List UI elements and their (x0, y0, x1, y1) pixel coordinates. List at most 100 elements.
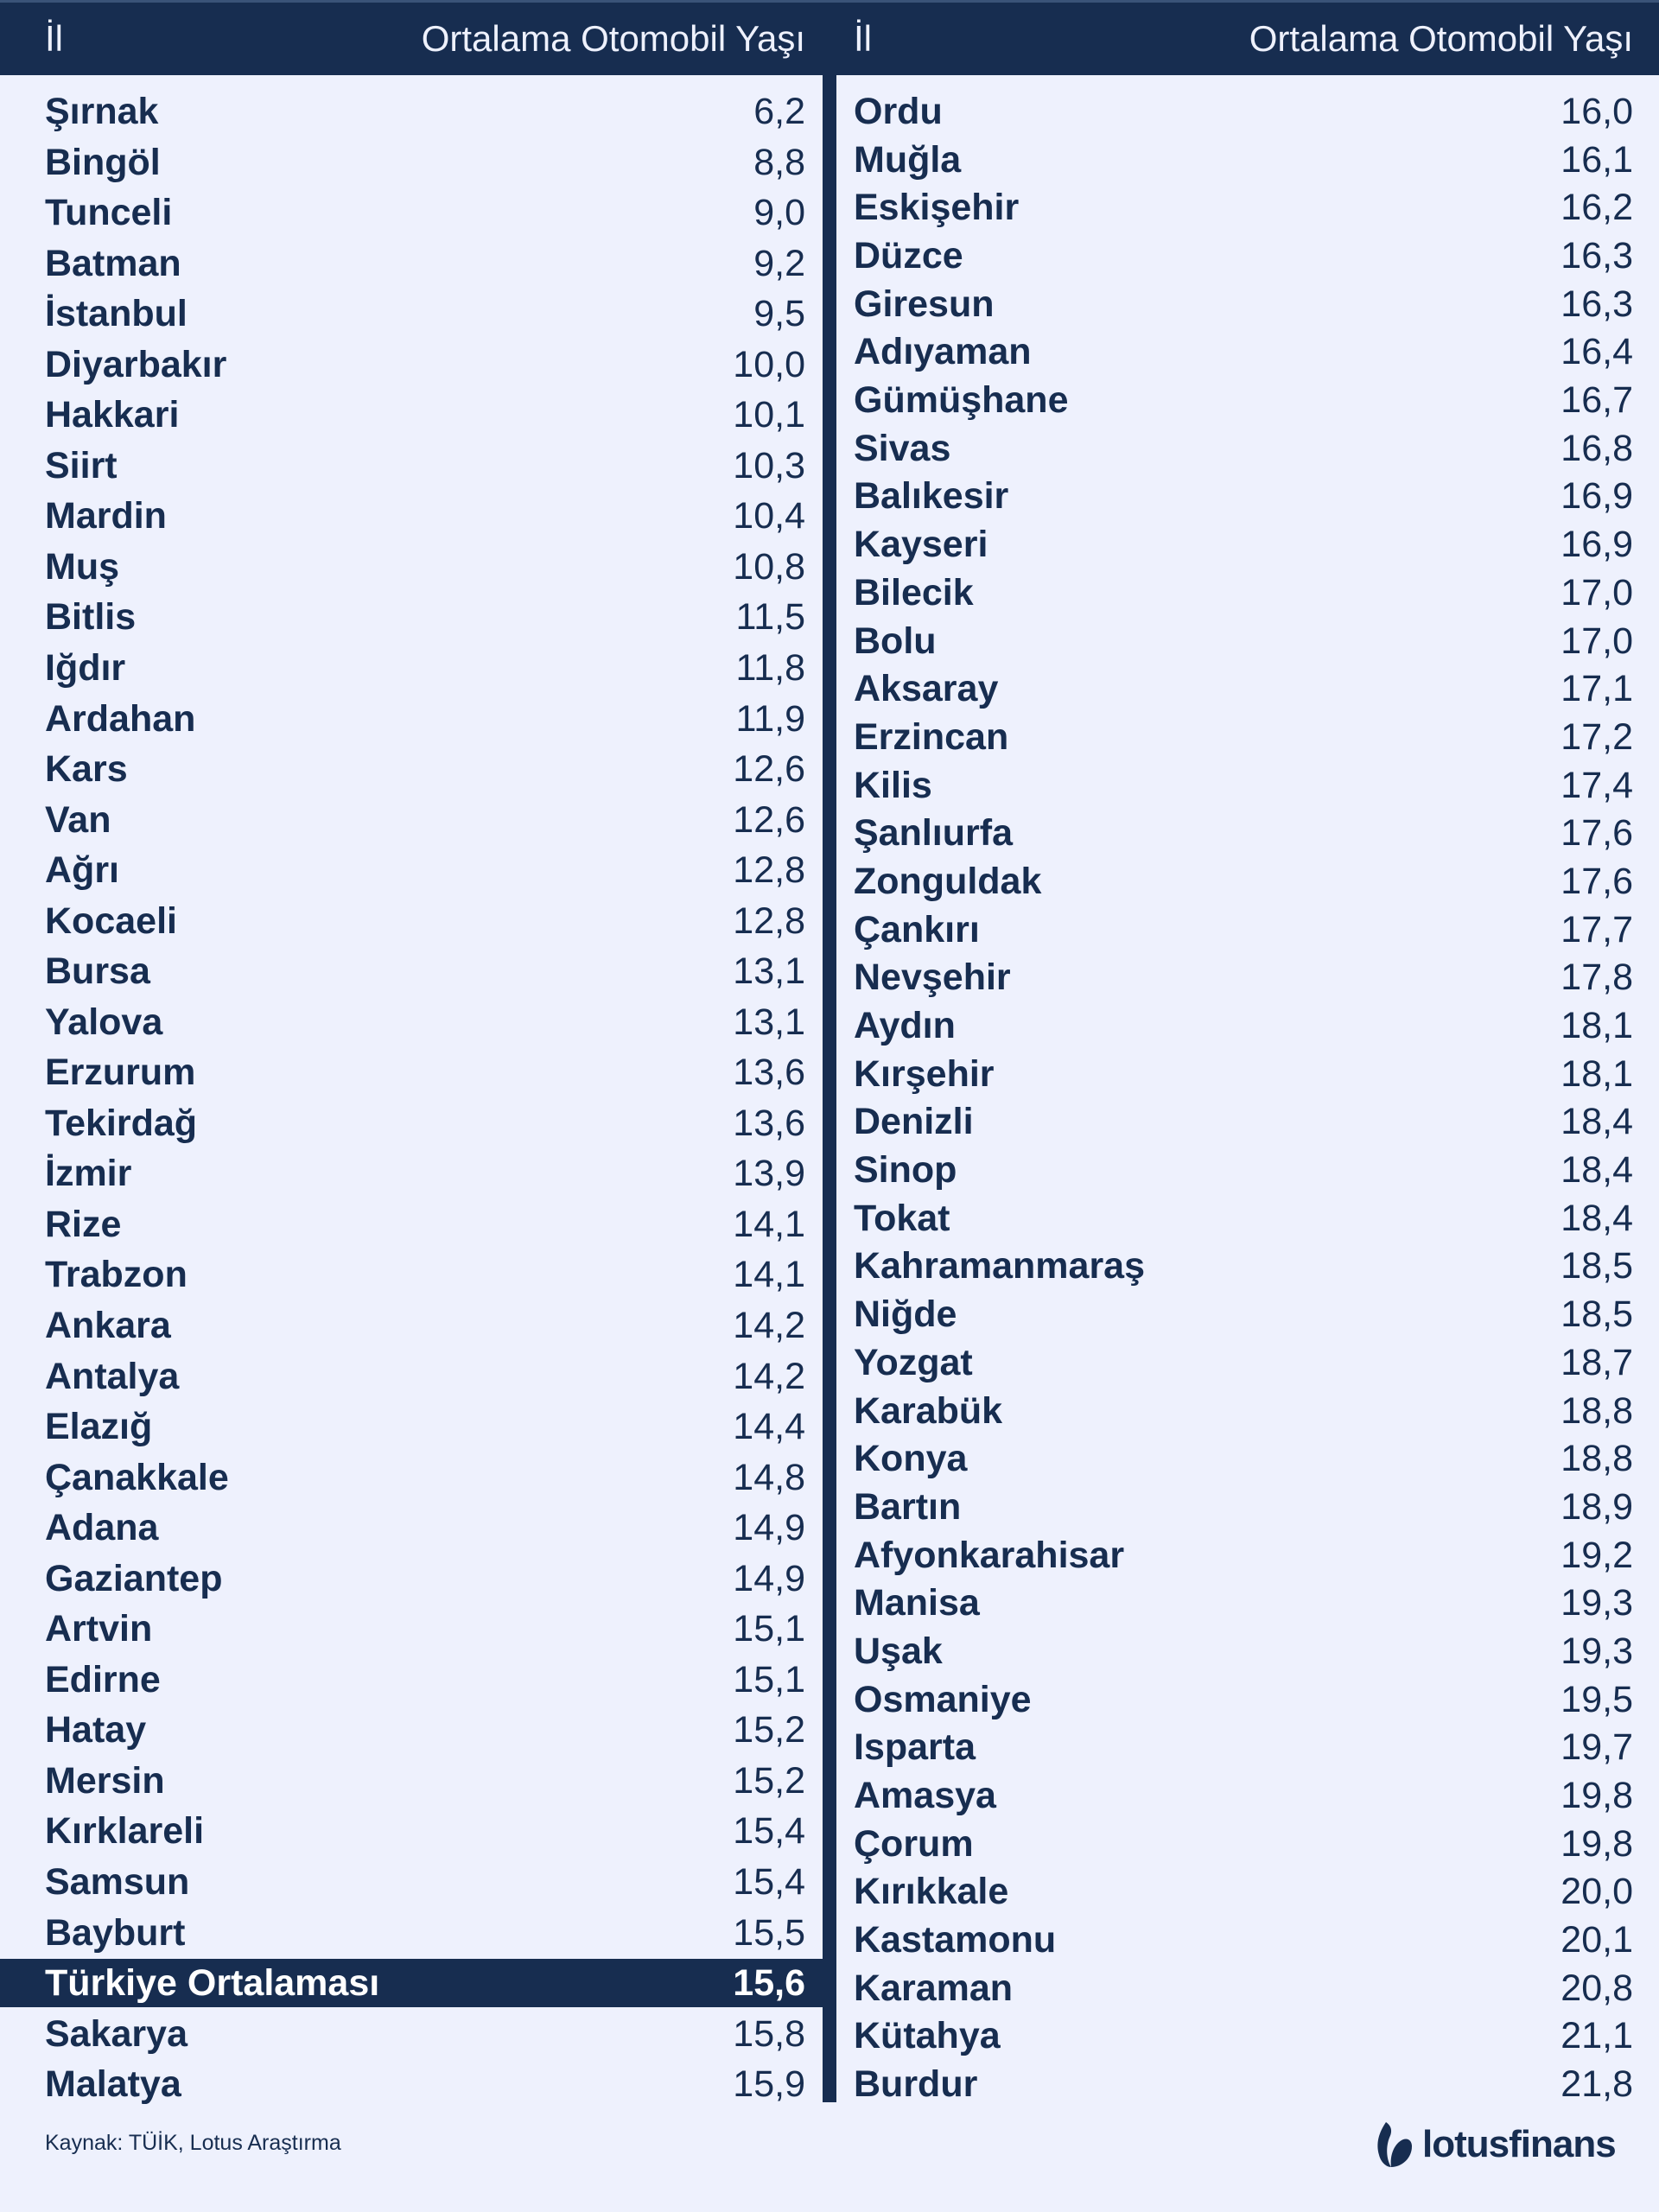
table-row: Kastamonu 20,1 (836, 1916, 1659, 1964)
table-row: Kilis 17,4 (836, 761, 1659, 810)
province-name: Ağrı (45, 849, 119, 892)
average-age-value: 18,5 (1560, 1294, 1633, 1336)
table-row: Nevşehir 17,8 (836, 953, 1659, 1001)
average-age-value: 20,1 (1560, 1919, 1633, 1961)
table-row: Elazığ 14,4 (0, 1402, 823, 1451)
table-row: Tokat 18,4 (836, 1194, 1659, 1243)
table-row: Isparta 19,7 (836, 1723, 1659, 1771)
average-age-value: 14,1 (733, 1203, 805, 1245)
table-row: Ankara 14,2 (0, 1301, 823, 1350)
province-name: Malatya (45, 2063, 181, 2106)
average-age-value: 12,8 (733, 899, 805, 942)
table-row: Uşak 19,3 (836, 1627, 1659, 1675)
table-row: Şanlıurfa 17,6 (836, 809, 1659, 857)
average-age-value: 16,9 (1560, 475, 1633, 518)
province-name: Tekirdağ (45, 1102, 198, 1144)
table-row: Balıkesir 16,9 (836, 472, 1659, 520)
average-age-value: 12,6 (733, 748, 805, 791)
table-row: Bingöl 8,8 (0, 138, 823, 187)
table-row: Aksaray 17,1 (836, 664, 1659, 713)
average-age-value: 18,9 (1560, 1485, 1633, 1528)
average-age-value: 15,2 (733, 1709, 805, 1751)
province-name: Edirne (45, 1658, 161, 1700)
province-name: Bingöl (45, 141, 161, 183)
province-name: Batman (45, 242, 181, 284)
table-row: Erzincan 17,2 (836, 713, 1659, 761)
average-age-value: 15,9 (733, 2063, 805, 2106)
average-age-value: 18,8 (1560, 1389, 1633, 1432)
average-age-value: 15,5 (733, 1911, 805, 1954)
table-row: Sinop 18,4 (836, 1146, 1659, 1194)
table-row: Mersin 15,2 (0, 1757, 823, 1805)
average-age-value: 13,6 (733, 1052, 805, 1094)
average-age-value: 18,4 (1560, 1197, 1633, 1239)
province-name: Bayburt (45, 1911, 186, 1954)
province-name: Sivas (854, 427, 951, 469)
table-row: Çankırı 17,7 (836, 906, 1659, 954)
province-name: Burdur (854, 2063, 978, 2106)
table-row: Muğla 16,1 (836, 136, 1659, 184)
province-name: Ardahan (45, 697, 196, 740)
average-age-value: 17,4 (1560, 764, 1633, 806)
table-row: Kırıkkale 20,0 (836, 1867, 1659, 1916)
average-age-value: 19,7 (1560, 1726, 1633, 1769)
province-name: Niğde (854, 1294, 957, 1336)
average-age-value: 17,7 (1560, 908, 1633, 950)
province-name: Türkiye Ortalaması (45, 1962, 380, 2005)
table-row: Denizli 18,4 (836, 1097, 1659, 1146)
table-row: Ordu 16,0 (836, 87, 1659, 136)
average-age-value: 10,3 (733, 444, 805, 486)
table-row: Van 12,6 (0, 796, 823, 844)
table-row: Trabzon 14,1 (0, 1250, 823, 1299)
province-name: Elazığ (45, 1406, 153, 1448)
average-age-value: 13,1 (733, 1001, 805, 1043)
province-name: Gaziantep (45, 1557, 223, 1599)
table-row: Aydın 18,1 (836, 1001, 1659, 1050)
table-row: Siirt 10,3 (0, 442, 823, 490)
province-name: Siirt (45, 444, 118, 486)
average-age-value: 12,6 (733, 798, 805, 841)
province-name: Bitlis (45, 596, 137, 639)
average-age-value: 16,3 (1560, 283, 1633, 325)
province-name: Iğdır (45, 646, 126, 689)
average-age-value: 14,1 (733, 1254, 805, 1296)
province-name: Yozgat (854, 1341, 973, 1383)
table-header: İl Ortalama Otomobil Yaşı İl Ortalama Ot… (0, 0, 1659, 75)
province-name: Rize (45, 1203, 122, 1245)
table-row: Gümüşhane 16,7 (836, 376, 1659, 424)
table-row: Malatya 15,9 (0, 2060, 823, 2108)
average-age-value: 16,1 (1560, 138, 1633, 181)
province-name: Ankara (45, 1305, 171, 1347)
average-age-value: 17,0 (1560, 571, 1633, 613)
province-name: Konya (854, 1438, 968, 1480)
average-age-value: 20,8 (1560, 1967, 1633, 2009)
average-age-value: 19,3 (1560, 1630, 1633, 1672)
table-row: Zonguldak 17,6 (836, 857, 1659, 906)
table-row: Adıyaman 16,4 (836, 327, 1659, 376)
table-row: Bilecik 17,0 (836, 569, 1659, 617)
table-row: Edirne 15,1 (0, 1656, 823, 1704)
average-age-value: 14,9 (733, 1557, 805, 1599)
province-name: Erzincan (854, 715, 1009, 758)
table-row: Ağrı 12,8 (0, 846, 823, 894)
average-age-value: 9,2 (753, 242, 805, 284)
average-age-value: 19,8 (1560, 1774, 1633, 1816)
province-name: Artvin (45, 1608, 153, 1650)
average-age-value: 15,4 (733, 1810, 805, 1853)
average-age-value: 20,0 (1560, 1871, 1633, 1913)
province-name: Mersin (45, 1759, 165, 1802)
province-name: Osmaniye (854, 1678, 1032, 1720)
table-row: Ardahan 11,9 (0, 695, 823, 743)
average-age-value: 10,1 (733, 394, 805, 436)
province-name: Samsun (45, 1861, 190, 1903)
province-name: Şanlıurfa (854, 812, 1013, 855)
province-name: Afyonkarahisar (854, 1534, 1125, 1576)
average-age-value: 17,8 (1560, 957, 1633, 999)
table-row: Rize 14,1 (0, 1200, 823, 1249)
province-name: Karabük (854, 1389, 1003, 1432)
average-age-value: 16,3 (1560, 235, 1633, 277)
table-row: Tekirdağ 13,6 (0, 1099, 823, 1147)
source-note: Kaynak: TÜİK, Lotus Araştırma (45, 2131, 341, 2155)
province-name: Gümüşhane (854, 379, 1069, 422)
table-row: Batman 9,2 (0, 239, 823, 288)
